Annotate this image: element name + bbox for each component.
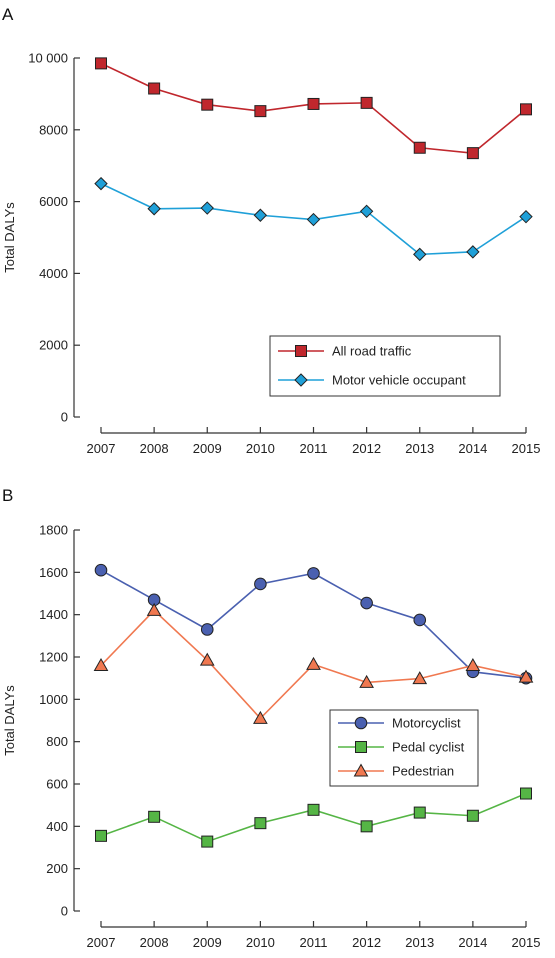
data-point bbox=[520, 787, 532, 800]
data-point bbox=[306, 212, 321, 227]
x-tick-label: 2007 bbox=[87, 441, 116, 456]
data-point bbox=[254, 577, 267, 591]
x-tick-label: 2015 bbox=[512, 935, 541, 950]
y-tick-label: 1200 bbox=[39, 650, 68, 665]
data-point bbox=[147, 202, 161, 216]
x-tick-label: 2011 bbox=[300, 935, 328, 950]
data-point bbox=[519, 209, 533, 224]
x-tick-label: 2008 bbox=[140, 441, 169, 456]
legend-marker bbox=[354, 716, 368, 730]
x-tick-label: 2007 bbox=[87, 935, 116, 950]
x-tick-label: 2012 bbox=[352, 441, 381, 456]
data-point bbox=[413, 141, 426, 154]
data-point bbox=[360, 820, 373, 833]
data-point bbox=[413, 613, 427, 627]
chart-panel-a: 0 2000 4000 6000 8000 10 000 2007 2008 2009 2010 2… bbox=[2, 51, 540, 457]
data-point bbox=[200, 201, 214, 215]
x-tick-label: 2013 bbox=[405, 441, 434, 456]
data-point bbox=[95, 57, 107, 70]
data-point bbox=[518, 669, 534, 683]
data-point bbox=[201, 98, 214, 111]
data-point bbox=[200, 623, 214, 636]
legend-label: Pedestrian bbox=[392, 764, 454, 779]
y-tick-label: 1600 bbox=[39, 565, 68, 580]
data-point bbox=[466, 147, 479, 160]
data-point bbox=[148, 82, 161, 95]
legend-box bbox=[269, 335, 501, 397]
y-tick-label: 1400 bbox=[39, 607, 68, 622]
data-point bbox=[95, 829, 107, 842]
y-tick-label: 200 bbox=[46, 861, 68, 876]
x-tick-label: 2013 bbox=[405, 935, 434, 950]
legend-label: Motor vehicle occupant bbox=[332, 373, 466, 388]
x-tick-label: 2011 bbox=[300, 441, 328, 456]
y-tick-label: 0 bbox=[61, 410, 68, 425]
data-point bbox=[94, 563, 108, 577]
x-tick-label: 2009 bbox=[193, 935, 222, 950]
data-point bbox=[253, 208, 268, 222]
y-tick-label: 400 bbox=[46, 819, 68, 834]
data-point bbox=[520, 103, 532, 116]
data-point bbox=[254, 105, 267, 118]
legend-marker bbox=[355, 741, 367, 753]
y-tick-label: 800 bbox=[46, 734, 68, 749]
y-axis-label: Total DALYs bbox=[2, 685, 17, 756]
data-point bbox=[306, 656, 321, 670]
data-point bbox=[199, 652, 215, 666]
data-point bbox=[413, 247, 427, 262]
x-tick-label: 2014 bbox=[458, 441, 487, 456]
y-tick-label: 4000 bbox=[39, 266, 68, 281]
data-point bbox=[465, 657, 481, 671]
data-point bbox=[359, 204, 374, 219]
data-point bbox=[254, 817, 267, 830]
y-tick-label: 0 bbox=[61, 904, 68, 919]
legend-label: All road traffic bbox=[332, 344, 412, 359]
legend-label: Motorcyclist bbox=[392, 716, 461, 731]
y-axis-label: Total DALYs bbox=[2, 202, 17, 273]
legend-marker bbox=[294, 373, 308, 387]
data-point bbox=[146, 602, 162, 616]
data-point bbox=[307, 567, 320, 580]
data-point bbox=[307, 97, 320, 110]
data-point bbox=[413, 806, 426, 819]
x-tick-label: 2010 bbox=[246, 441, 275, 456]
x-tick-label: 2015 bbox=[512, 441, 541, 456]
y-tick-label: 1800 bbox=[39, 523, 68, 538]
data-point bbox=[412, 671, 428, 685]
series-line bbox=[100, 792, 527, 843]
data-point bbox=[466, 245, 480, 259]
data-point bbox=[360, 96, 373, 109]
data-point bbox=[466, 809, 479, 822]
data-point bbox=[94, 176, 108, 191]
data-point bbox=[93, 657, 109, 671]
data-point bbox=[360, 596, 373, 610]
panel-a-letter: A bbox=[2, 5, 14, 24]
x-tick-label: 2014 bbox=[458, 935, 487, 950]
x-tick-label: 2008 bbox=[140, 935, 169, 950]
y-tick-label: 2000 bbox=[39, 338, 68, 353]
y-tick-label: 10 000 bbox=[28, 51, 68, 66]
legend-marker bbox=[353, 763, 369, 777]
data-point bbox=[307, 803, 320, 816]
chart-panel-b: 0 200 400 600 800 1000 1200 1400 1600 1800 2007 200… bbox=[2, 523, 540, 951]
data-point bbox=[201, 835, 214, 848]
legend-label: Pedal cyclist bbox=[392, 740, 465, 755]
data-point bbox=[148, 810, 161, 823]
y-tick-label: 600 bbox=[46, 777, 68, 792]
y-tick-label: 1000 bbox=[39, 692, 68, 707]
data-point bbox=[253, 710, 268, 724]
y-tick-label: 6000 bbox=[39, 194, 68, 209]
x-tick-label: 2012 bbox=[352, 935, 381, 950]
data-point bbox=[359, 674, 374, 688]
y-tick-label: 8000 bbox=[39, 122, 68, 137]
panel-b-letter: B bbox=[2, 486, 13, 505]
x-tick-label: 2009 bbox=[193, 441, 222, 456]
x-tick-label: 2010 bbox=[246, 935, 275, 950]
legend-marker bbox=[295, 345, 307, 357]
